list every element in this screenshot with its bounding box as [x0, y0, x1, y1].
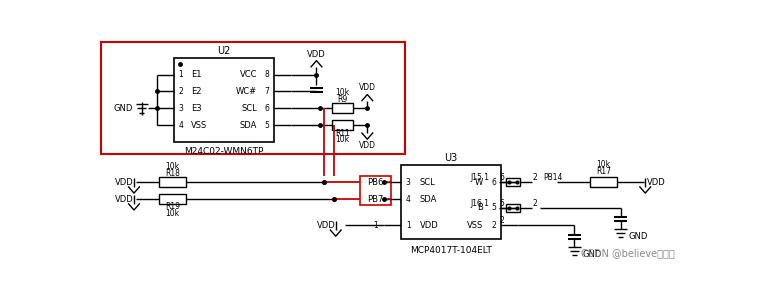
Text: GND: GND: [629, 232, 648, 242]
Text: GND: GND: [113, 104, 132, 113]
Bar: [158, 177, 186, 187]
Text: W: W: [475, 178, 482, 187]
Text: PB7: PB7: [368, 195, 384, 204]
Text: U2: U2: [218, 46, 231, 56]
Text: VDD: VDD: [647, 178, 666, 187]
Bar: [332, 103, 353, 113]
Text: SCL: SCL: [241, 104, 257, 113]
Text: VDD: VDD: [307, 50, 326, 59]
Text: CSDN @believe，悠闲: CSDN @believe，悠闲: [581, 248, 674, 258]
Text: 1: 1: [406, 221, 410, 230]
Text: J15 1: J15 1: [471, 173, 490, 182]
Text: VDD: VDD: [358, 83, 376, 92]
Bar: [332, 120, 353, 130]
Text: SCL: SCL: [419, 178, 435, 187]
Text: 6: 6: [499, 173, 505, 182]
Text: 6: 6: [265, 104, 269, 113]
Text: M24C02-WMN6TP: M24C02-WMN6TP: [184, 147, 264, 156]
Text: 5: 5: [265, 121, 269, 130]
Text: 8: 8: [265, 70, 269, 79]
Text: 5: 5: [492, 203, 497, 212]
Text: 5: 5: [499, 199, 505, 208]
Text: SDA: SDA: [240, 121, 257, 130]
Text: 10k: 10k: [165, 209, 180, 218]
Text: 2: 2: [533, 199, 537, 208]
Text: VDD: VDD: [317, 221, 336, 230]
Text: VDD: VDD: [115, 178, 134, 187]
Text: 1: 1: [374, 221, 378, 230]
Text: R19: R19: [165, 202, 180, 211]
Text: 10k: 10k: [165, 162, 180, 171]
Text: E1: E1: [191, 70, 202, 79]
Text: 7: 7: [265, 87, 269, 96]
Text: 4: 4: [179, 121, 183, 130]
Bar: [361, 176, 391, 206]
Bar: [590, 177, 616, 187]
Text: B: B: [477, 203, 482, 212]
Text: VDD: VDD: [115, 195, 134, 204]
Text: 3: 3: [179, 104, 183, 113]
Text: 6: 6: [492, 178, 497, 187]
Text: 3: 3: [406, 178, 411, 187]
Text: VCC: VCC: [240, 70, 257, 79]
Text: 10k: 10k: [336, 88, 350, 97]
Text: R9: R9: [338, 94, 348, 103]
Text: 10k: 10k: [597, 160, 611, 169]
Text: U3: U3: [444, 153, 458, 163]
Text: 2: 2: [492, 221, 497, 230]
Text: 1: 1: [179, 70, 183, 79]
Text: WC#: WC#: [236, 87, 257, 96]
Bar: [401, 165, 501, 238]
Bar: [174, 58, 274, 142]
Bar: [101, 42, 405, 154]
Text: 4: 4: [406, 195, 411, 204]
Text: R18: R18: [165, 169, 180, 178]
Bar: [506, 178, 520, 186]
Text: 2: 2: [500, 216, 505, 225]
Text: VDD: VDD: [419, 221, 438, 230]
Text: SDA: SDA: [419, 195, 437, 204]
Text: PB6: PB6: [368, 178, 384, 187]
Text: VSS: VSS: [466, 221, 482, 230]
Text: R17: R17: [596, 167, 611, 176]
Text: R11: R11: [335, 128, 350, 137]
Text: 2: 2: [179, 87, 183, 96]
Text: E3: E3: [191, 104, 202, 113]
Text: J16 1: J16 1: [471, 199, 490, 208]
Text: 10k: 10k: [336, 135, 350, 144]
Bar: [506, 204, 520, 212]
Text: GND: GND: [582, 250, 601, 259]
Bar: [158, 194, 186, 204]
Text: PB14: PB14: [543, 173, 563, 182]
Text: VDD: VDD: [358, 142, 376, 151]
Text: MCP4017T-104ELT: MCP4017T-104ELT: [410, 246, 492, 255]
Text: VSS: VSS: [191, 121, 207, 130]
Text: E2: E2: [191, 87, 202, 96]
Text: 2: 2: [533, 173, 537, 182]
